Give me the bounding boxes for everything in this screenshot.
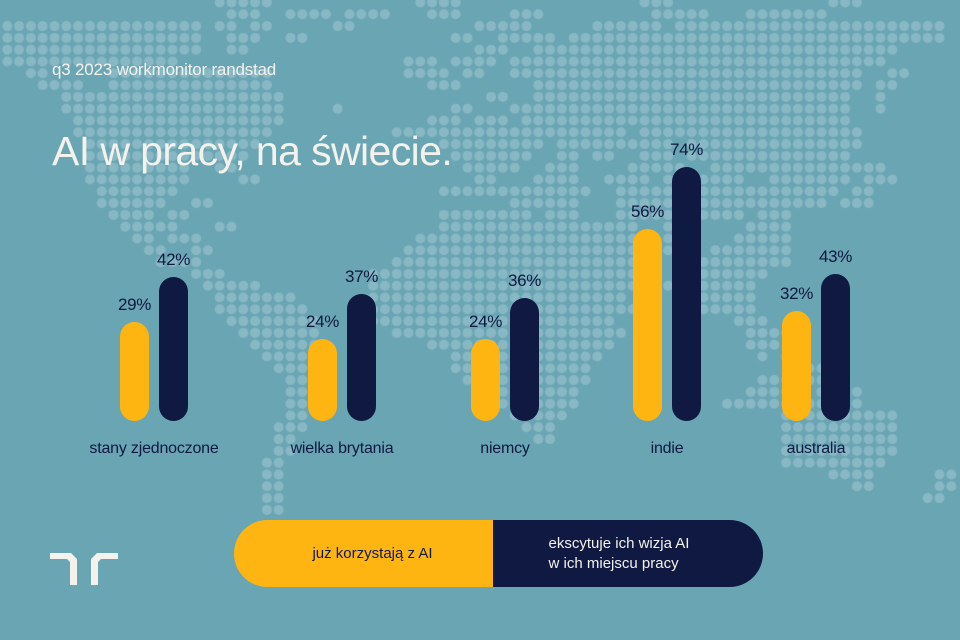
bar-series-1	[471, 338, 500, 421]
randstad-logo-icon	[50, 553, 118, 585]
bar-series-1	[782, 311, 811, 421]
page-title: AI w pracy, na świecie.	[52, 128, 453, 174]
bar-series-1	[308, 338, 337, 421]
category-label: australia	[786, 440, 846, 457]
bar-series-1	[633, 228, 662, 421]
value-label: 42%	[156, 249, 191, 269]
value-label: 36%	[507, 270, 542, 290]
category-label: stany zjednoczone	[89, 440, 219, 457]
bar-series-2	[347, 294, 376, 421]
legend-label: już korzystają z AI	[312, 545, 433, 562]
category-label: indie	[650, 440, 684, 457]
value-label: 43%	[818, 246, 853, 266]
legend-item-series-2: ekscytuje ich wizja AI w ich miejscu pra…	[493, 520, 763, 587]
category-label: wielka brytania	[290, 440, 394, 457]
legend-label-line-2: w ich miejscu pracy	[548, 554, 679, 572]
legend-item-series-1: już korzystają z AI	[234, 520, 493, 587]
legend-label-line-1: ekscytuje ich wizja AI	[548, 534, 690, 552]
category-label: niemcy	[480, 440, 530, 457]
value-label: 29%	[117, 294, 152, 314]
value-label: 37%	[344, 267, 379, 287]
bar-series-1	[120, 321, 149, 421]
bar-series-2	[510, 297, 539, 421]
value-label: 56%	[630, 201, 665, 221]
value-label: 24%	[305, 311, 340, 331]
bar-series-2	[821, 273, 850, 421]
chart-legend: już korzystają z AI ekscytuje ich wizja …	[234, 520, 763, 587]
report-subtitle: q3 2023 workmonitor randstad	[52, 60, 277, 79]
bar-series-2	[159, 276, 188, 421]
value-label: 32%	[779, 284, 814, 304]
value-label: 74%	[669, 140, 704, 160]
value-label: 24%	[468, 311, 503, 331]
bar-series-2	[672, 167, 701, 421]
